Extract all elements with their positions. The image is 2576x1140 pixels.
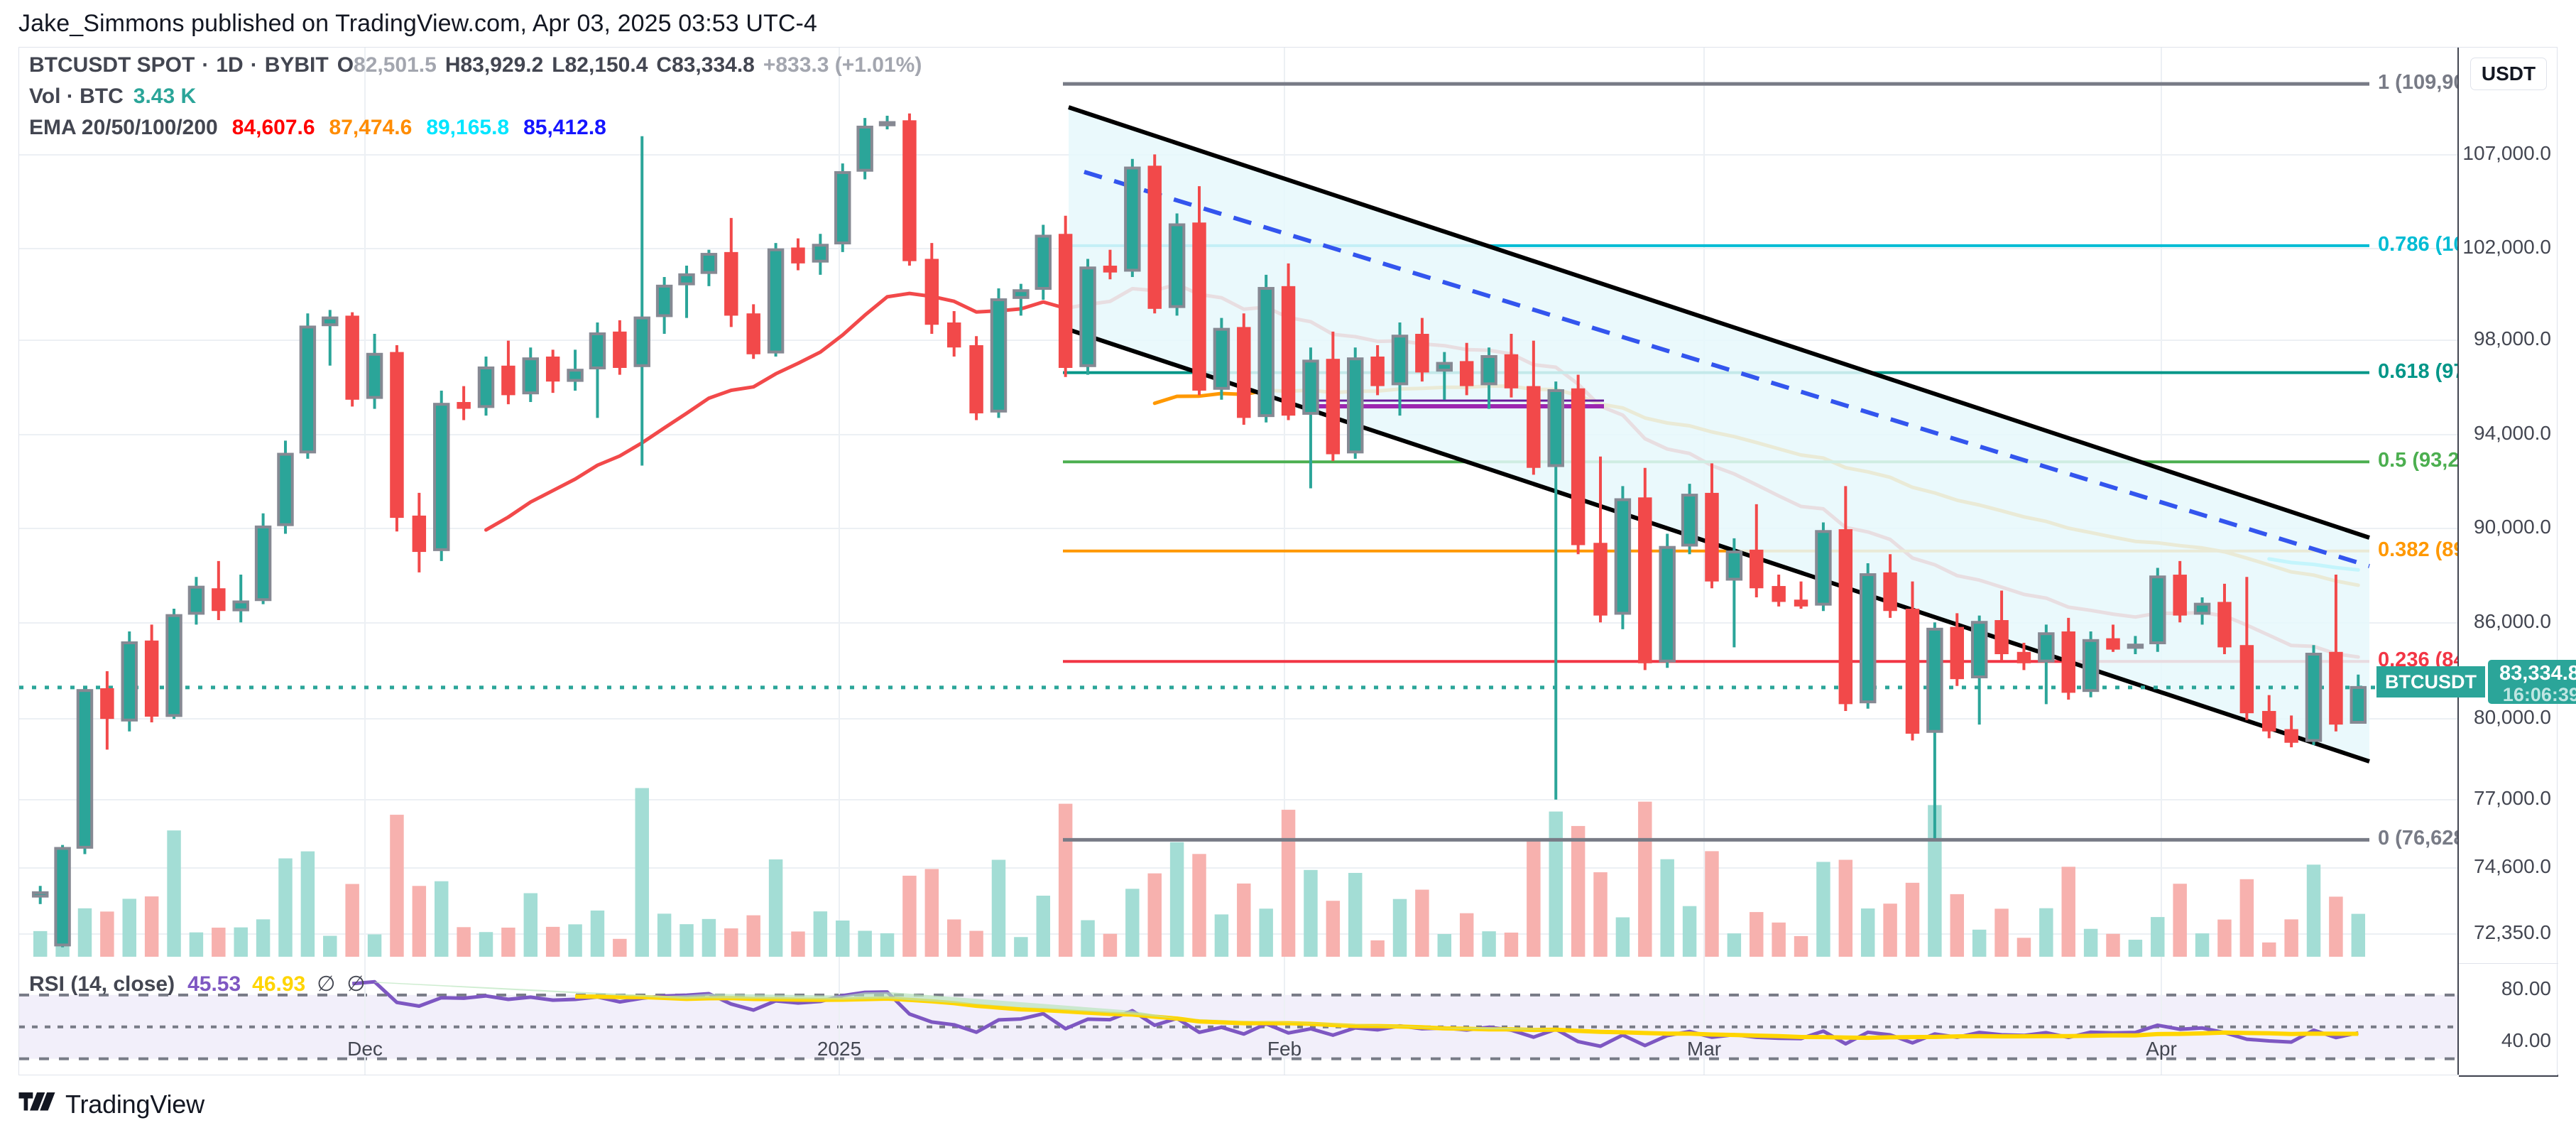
price-badge-time: 16:06:39	[2502, 683, 2576, 705]
rsi-empty-2: ∅	[346, 972, 366, 996]
rsi-pane[interactable]: RSI (14, close) 45.53 46.93 ∅ ∅	[19, 963, 2457, 1075]
legend-row-volume[interactable]: Vol · BTC 3.43 K	[29, 85, 922, 116]
price-axis-tick: 74,600.0	[2474, 855, 2551, 877]
ema-100-value: 89,165.8	[426, 116, 510, 139]
price-badge-symbol: BTCUSDT	[2376, 666, 2485, 697]
time-axis-tick: Apr	[2146, 1038, 2177, 1060]
axis-bottom-rule	[2459, 1075, 2558, 1077]
legend-symbol: BTCUSDT SPOT	[29, 53, 195, 77]
time-axis-tick: 2025	[817, 1038, 862, 1060]
price-axis-tick: 80,000.0	[2474, 706, 2551, 728]
ema-20-value: 84,607.6	[231, 116, 315, 139]
volume-value: 3.43 K	[133, 85, 197, 108]
ohlc-open: O82,501.5	[337, 53, 437, 77]
volume-label: Vol · BTC	[29, 85, 124, 108]
chart-frame: BTCUSDT SPOT · 1D · BYBIT O82,501.5 H83,…	[18, 47, 2576, 1077]
price-axis-tick: 98,000.0	[2474, 327, 2551, 349]
time-axis[interactable]: Dec 2025 Feb Mar Apr	[18, 1028, 2558, 1075]
publisher-credit: Jake_Simmons published on TradingView.co…	[0, 0, 2576, 47]
rsi-ma-value: 46.93	[252, 972, 306, 996]
price-axis-tick: 72,350.0	[2474, 921, 2551, 943]
ohlc-low: L82,150.4	[552, 53, 648, 77]
currency-chip[interactable]: USDT	[2470, 58, 2547, 90]
price-badge-value: 83,334.8 16:06:39	[2488, 660, 2576, 705]
price-axis-tick: 107,000.0	[2462, 142, 2551, 164]
price-chart-canvas	[19, 48, 2457, 963]
price-axis-tick: 90,000.0	[2474, 516, 2551, 538]
tradingview-brand: TradingView	[18, 1085, 204, 1124]
time-axis-tick: Feb	[1267, 1038, 1302, 1060]
rsi-chart-canvas	[19, 963, 2457, 1075]
price-axis-tick: 77,000.0	[2474, 787, 2551, 809]
legend-sep-2: ·	[250, 53, 258, 77]
time-axis-tick: Mar	[1686, 1038, 1722, 1060]
tradingview-wordmark: TradingView	[65, 1090, 204, 1119]
fib-label-0.786: 0.786 (102,782.2)	[2378, 232, 2457, 256]
time-axis-tick: Dec	[347, 1038, 383, 1060]
legend-row-symbol[interactable]: BTCUSDT SPOT · 1D · BYBIT O82,501.5 H83,…	[29, 53, 922, 85]
price-badge-price: 83,334.8	[2499, 662, 2576, 685]
legend-exchange: BYBIT	[264, 53, 329, 77]
price-axis[interactable]: USDT 107,000.0 102,000.0 98,000.0 94,000.0 9…	[2457, 48, 2558, 1077]
ohlc-change: +833.3 (+1.01%)	[763, 53, 922, 77]
rsi-title: RSI (14, close)	[29, 972, 175, 996]
ema-label: EMA 20/50/100/200	[29, 116, 218, 139]
price-axis-tick: 102,000.0	[2462, 236, 2551, 258]
publisher-text: Jake_Simmons published on TradingView.co…	[18, 9, 817, 37]
price-axis-tick: 80.00	[2501, 977, 2551, 999]
rsi-legend[interactable]: RSI (14, close) 45.53 46.93 ∅ ∅	[29, 972, 366, 997]
price-axis-tick: 94,000.0	[2474, 422, 2551, 444]
current-price-badge[interactable]: BTCUSDT 83,334.8 16:06:39	[2376, 660, 2576, 705]
ema-50-value: 87,474.6	[329, 116, 413, 139]
price-axis-tick: 86,000.0	[2474, 610, 2551, 632]
axis-divider	[2459, 963, 2558, 964]
fib-label-0.382: 0.382 (89,339.4)	[2378, 538, 2457, 561]
tradingview-logo-icon	[18, 1092, 55, 1111]
fib-label-0: 0 (76,628.7)	[2378, 827, 2457, 850]
rsi-value: 45.53	[187, 972, 241, 996]
fib-label-0.5: 0.5 (93,265.8)	[2378, 449, 2457, 472]
legend-row-ema[interactable]: EMA 20/50/100/200 84,607.6 87,474.6 89,1…	[29, 116, 922, 147]
chart-legend: BTCUSDT SPOT · 1D · BYBIT O82,501.5 H83,…	[29, 53, 922, 147]
price-pane[interactable]: BTCUSDT SPOT · 1D · BYBIT O82,501.5 H83,…	[19, 48, 2457, 963]
price-axis-tick: 40.00	[2501, 1029, 2551, 1051]
ohlc-high: H83,929.2	[444, 53, 544, 77]
legend-sep-1: ·	[202, 53, 209, 77]
ema-200-value: 85,412.8	[523, 116, 606, 139]
fib-label-0.618: 0.618 (97,192.1)	[2378, 359, 2457, 383]
fib-label-1: 1 (109,902.8)	[2378, 71, 2457, 94]
legend-interval: 1D	[216, 53, 244, 77]
rsi-empty-1: ∅	[317, 972, 336, 996]
ohlc-close: C83,334.8	[656, 53, 755, 77]
